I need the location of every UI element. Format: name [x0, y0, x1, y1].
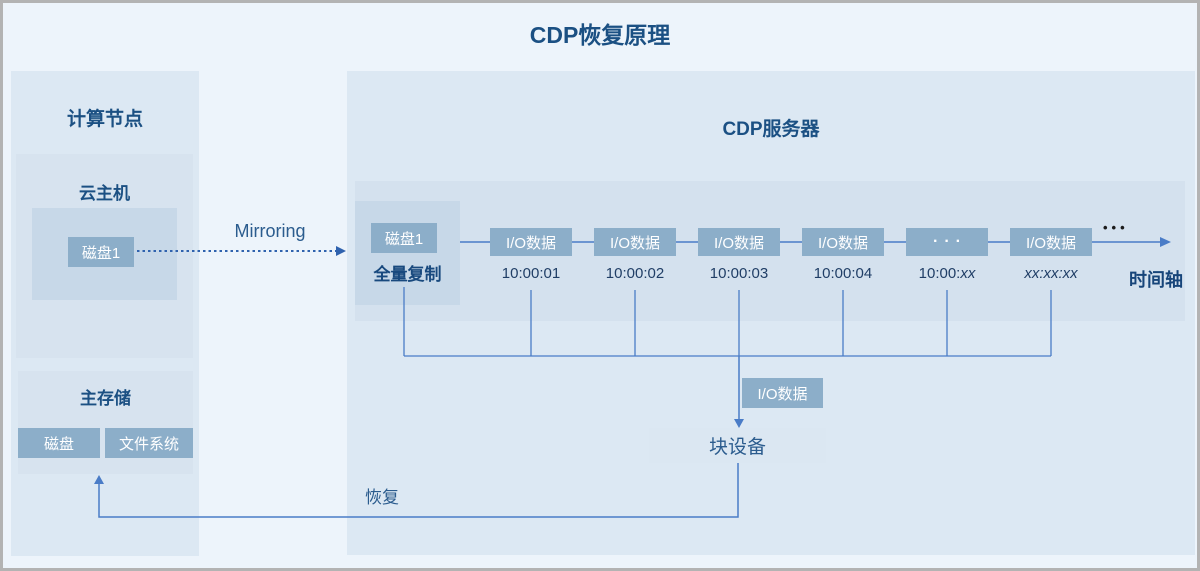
event-timestamp: 10:00:02 — [605, 265, 665, 282]
full-copy-label: 全量复制 — [373, 265, 442, 284]
time-axis-label: 时间轴 — [1129, 270, 1183, 290]
io-event-box: I/O数据 — [698, 228, 780, 256]
event-timestamp: 10:00:xx — [918, 265, 976, 282]
storage-disk-node: 磁盘 — [18, 428, 100, 458]
io-event-box: I/O数据 — [490, 228, 572, 256]
disk1-node: 磁盘1 — [68, 237, 134, 267]
filesystem-node: 文件系统 — [105, 428, 193, 458]
io-event-box: I/O数据 — [594, 228, 676, 256]
block-device-box: 块设备 — [649, 428, 826, 463]
io-event-box: I/O数据 — [1010, 228, 1092, 256]
primary-storage-box: 主存储 — [18, 371, 193, 474]
page-title: CDP恢复原理 — [529, 22, 671, 48]
cdp-server-title: CDP服务器 — [722, 119, 820, 140]
cloud-host-title: 云主机 — [79, 184, 130, 203]
event-timestamp: 10:00:03 — [709, 265, 769, 282]
full-copy-disk-node: 磁盘1 — [371, 223, 437, 253]
mirroring-label: Mirroring — [234, 221, 306, 241]
primary-storage-title: 主存储 — [80, 389, 131, 408]
full-copy-box — [355, 201, 460, 305]
event-timestamp: 10:00:01 — [501, 265, 561, 282]
event-timestamp: 10:00:04 — [813, 265, 873, 282]
io-event-box: I/O数据 — [802, 228, 884, 256]
event-timestamp: xx:xx:xx — [1024, 265, 1078, 282]
io-feed-box: I/O数据 — [742, 378, 823, 408]
compute-node-title: 计算节点 — [66, 109, 143, 130]
io-event-ellipsis-box: ··· — [906, 228, 988, 256]
recovery-label: 恢复 — [365, 488, 399, 507]
overflow-dots: ••• — [1103, 220, 1129, 235]
